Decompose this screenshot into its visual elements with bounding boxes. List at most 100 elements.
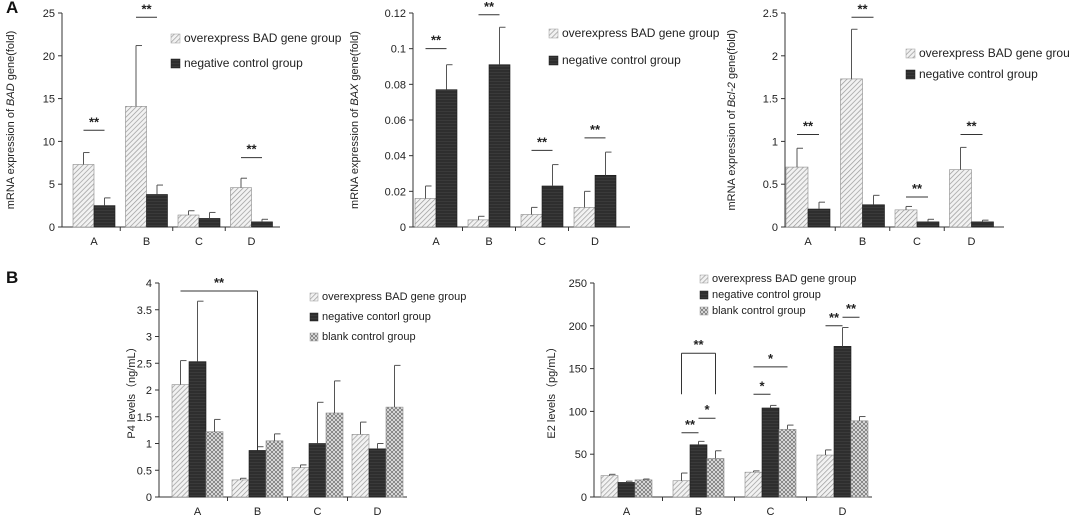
significance-label: ** [803, 119, 814, 134]
bar [840, 78, 863, 228]
x-tick-label: D [839, 506, 847, 518]
significance-label: ** [857, 1, 868, 16]
legend-label: negative contorl group [322, 311, 431, 323]
significance-label: ** [829, 310, 840, 325]
significance-label: * [768, 351, 774, 366]
bar [308, 443, 327, 498]
legend-swatch [548, 28, 559, 39]
y-tick-label: 2.5 [137, 358, 152, 370]
bar [949, 169, 972, 228]
y-tick-label: 1.5 [137, 412, 152, 424]
significance-label: ** [912, 181, 923, 196]
y-axis-title-part: gene(fold) [726, 30, 738, 83]
bar [467, 219, 490, 228]
x-tick-label: C [314, 506, 322, 518]
significance-label: ** [214, 275, 225, 290]
significance-label: ** [89, 114, 100, 129]
legend-swatch [170, 58, 181, 69]
y-tick-label: 0 [581, 492, 587, 504]
bar [520, 214, 543, 228]
bar [634, 479, 653, 498]
bar [600, 475, 619, 498]
panel-label-a: A [6, 0, 19, 17]
x-tick-label: C [767, 506, 775, 518]
chart-5: 0 50 100 150 200 250 A B C D E2 levels（pg/mL） overe… [545, 273, 872, 518]
x-tick-label: C [195, 236, 203, 248]
x-tick-label: A [432, 236, 440, 248]
y-tick-label: 50 [575, 449, 587, 461]
y-tick-label: 0.1 [391, 44, 406, 56]
x-tick-label: D [374, 506, 382, 518]
significance-label: ** [246, 142, 257, 157]
significance-label: ** [590, 122, 601, 137]
y-tick-label: 3.5 [137, 305, 152, 317]
bar [617, 482, 636, 498]
bar [198, 218, 221, 228]
x-tick-label: A [90, 236, 98, 248]
y-tick-label: 150 [569, 364, 587, 376]
bar [488, 64, 511, 228]
x-tick-label: B [485, 236, 492, 248]
legend-label: negative control group [919, 67, 1038, 81]
y-tick-label: 200 [569, 321, 587, 333]
bar [706, 458, 725, 498]
x-tick-label: C [913, 236, 921, 248]
significance-label: * [759, 378, 765, 393]
y-axis-title-part: mRNA expression of [726, 107, 738, 210]
bar [807, 208, 831, 228]
y-tick-label: 100 [569, 406, 587, 418]
y-tick-label: 20 [43, 51, 55, 63]
legend-swatch [699, 274, 709, 284]
y-tick-label: 25 [43, 8, 55, 20]
y-axis-title: E2 levels（pg/mL） [545, 341, 558, 438]
bar [435, 89, 458, 228]
legend-label: blank control group [712, 305, 806, 317]
y-axis-title-part: BAD [5, 83, 17, 106]
legend-label: overexpress BAD gene group [562, 26, 720, 40]
y-axis-title: mRNA expression of BAX gene(fold) [349, 31, 361, 209]
legend-label: negative control group [562, 53, 681, 67]
significance-label: * [704, 402, 710, 417]
y-axis-title-part: P4 levels（ng/mL） [125, 341, 138, 438]
bar [205, 431, 224, 498]
bar [230, 187, 252, 228]
y-axis-title-part: gene(fold) [5, 31, 17, 84]
bar [251, 221, 273, 228]
y-tick-label: 250 [569, 278, 587, 290]
y-tick-label: 3 [146, 332, 152, 344]
significance-label: ** [693, 337, 704, 352]
bar [689, 444, 708, 498]
y-tick-label: 1 [772, 136, 778, 148]
y-axis-title-part: gene(fold) [349, 31, 361, 84]
chart-4: 0 0.5 1 1.5 2 2.5 3 3.5 4 A B C D P4 levels（ng/mL） ove… [125, 275, 466, 518]
bar [785, 166, 809, 228]
y-tick-label: 2 [146, 385, 152, 397]
bar [541, 185, 564, 228]
legend-swatch [905, 69, 916, 80]
y-tick-label: 0 [49, 222, 55, 234]
bar [368, 448, 387, 498]
significance-label: ** [484, 0, 495, 14]
bar [894, 209, 918, 228]
y-axis-title-part: BAX [349, 83, 361, 106]
y-tick-label: 10 [43, 136, 55, 148]
bar [188, 361, 207, 498]
x-tick-label: B [143, 236, 150, 248]
y-tick-label: 0.12 [385, 8, 406, 20]
y-axis-title-part: Bcl-2 [726, 82, 738, 107]
x-tick-label: D [591, 236, 599, 248]
x-tick-label: D [968, 236, 976, 248]
bar [177, 214, 200, 228]
bar [761, 407, 780, 498]
significance-label: ** [966, 119, 977, 134]
x-tick-label: B [254, 506, 261, 518]
bar [325, 412, 344, 498]
x-tick-label: A [623, 506, 631, 518]
significance-label: ** [537, 134, 548, 149]
bar [291, 467, 310, 498]
bar [93, 205, 116, 228]
bar [971, 221, 994, 228]
y-axis-title-part: mRNA expression of [349, 106, 361, 209]
